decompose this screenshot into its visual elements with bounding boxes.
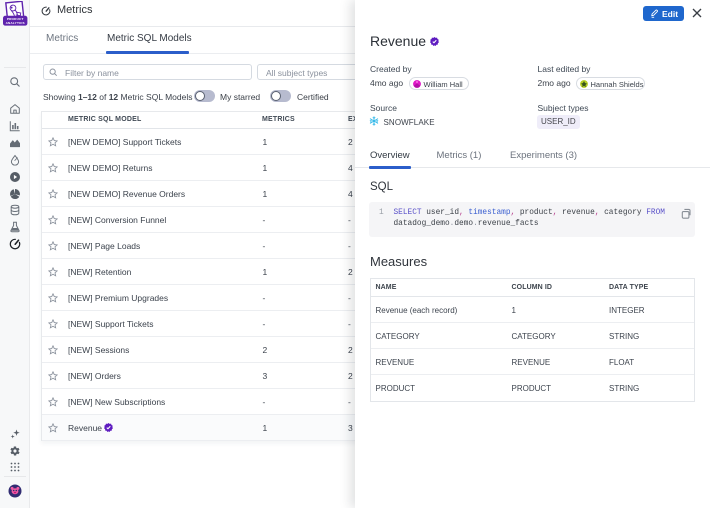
svg-text:PRODUCT: PRODUCT [7,17,24,21]
svg-text:ANALYTICS: ANALYTICS [6,21,25,25]
